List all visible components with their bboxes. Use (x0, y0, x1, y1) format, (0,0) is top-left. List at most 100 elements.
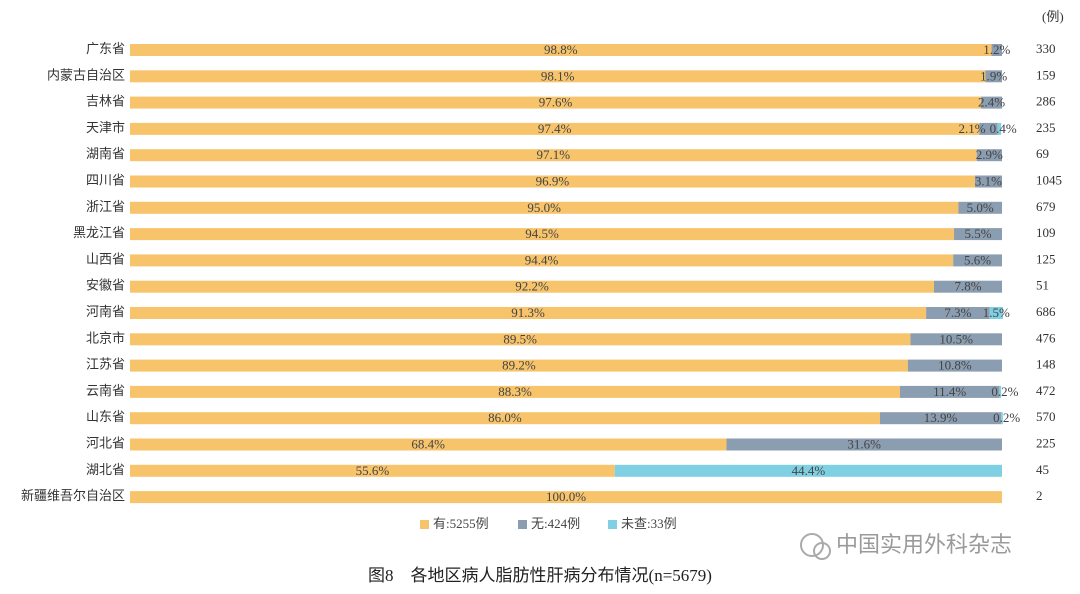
total-label: 286 (1036, 94, 1056, 109)
legend-label: 有:5255例 (433, 516, 489, 531)
value-label: 0.2% (993, 410, 1020, 425)
total-label: 235 (1036, 120, 1056, 135)
value-label: 95.0% (527, 200, 561, 215)
watermark: 中国实用外科杂志 (836, 533, 1012, 558)
bar-segment (130, 122, 980, 135)
bar-segment (989, 307, 1003, 319)
value-label: 100.0% (546, 489, 586, 504)
category-label: 北京市 (86, 330, 125, 345)
total-label: 109 (1036, 225, 1056, 240)
category-label: 四川省 (86, 172, 125, 187)
total-label: 159 (1036, 67, 1056, 82)
bar-segment (879, 412, 1002, 425)
value-label: 2.4% (978, 95, 1005, 110)
legend-swatch (420, 520, 429, 529)
category-label: 江苏省 (86, 357, 125, 372)
bar-segment (958, 201, 1002, 214)
value-label: 86.0% (488, 410, 522, 425)
category-label: 浙江省 (86, 199, 125, 214)
bar-segment (991, 44, 1002, 56)
category-label: 山东省 (86, 409, 125, 424)
bar-segment (976, 149, 1002, 162)
value-label: 88.3% (498, 384, 532, 399)
value-label: 91.3% (511, 305, 545, 320)
bar-segment (999, 385, 1002, 398)
value-label: 44.4% (792, 463, 826, 478)
bar-segment (130, 412, 880, 425)
value-label: 13.9% (924, 410, 958, 425)
bar-segment (130, 228, 955, 241)
value-label: 98.1% (541, 68, 575, 83)
bar-segment (953, 254, 1002, 267)
value-label: 55.6% (356, 463, 390, 478)
value-label: 11.4% (933, 384, 966, 399)
unit-label: (例) (1042, 9, 1064, 24)
category-label: 天津市 (86, 120, 125, 135)
bar-segment (130, 438, 727, 451)
value-label: 96.9% (536, 173, 570, 188)
total-label: 679 (1036, 199, 1056, 214)
value-label: 68.4% (411, 436, 445, 451)
value-label: 2.1% (959, 121, 986, 136)
bar-segment (130, 307, 927, 319)
value-label: 92.2% (515, 279, 549, 294)
bar-segment (974, 175, 1002, 188)
category-label: 云南省 (86, 383, 125, 398)
bar-segment (979, 122, 998, 135)
total-label: 1045 (1036, 172, 1062, 187)
value-label: 5.5% (964, 226, 991, 241)
total-label: 148 (1036, 357, 1056, 372)
bar-segment (926, 307, 990, 319)
bar-segment (130, 70, 986, 83)
value-label: 3.1% (975, 173, 1002, 188)
value-label: 2.9% (976, 147, 1003, 162)
total-label: 686 (1036, 304, 1056, 319)
value-label: 5.6% (964, 252, 991, 267)
bar-segment (130, 280, 934, 293)
bar-segment (899, 385, 1000, 398)
total-label: 472 (1036, 383, 1056, 398)
bar-segment (907, 359, 1002, 372)
category-label: 河北省 (86, 435, 125, 450)
bar-segment (954, 228, 1002, 241)
value-label: 94.4% (525, 252, 559, 267)
bar-segment (130, 333, 911, 346)
value-label: 97.4% (538, 121, 572, 136)
bar-segment (130, 175, 975, 188)
bar-segment (130, 491, 1002, 504)
bar-segment (130, 464, 615, 477)
category-label: 黑龙江省 (73, 225, 125, 240)
caption: 图8 各地区病人脂肪性肝病分布情况(n=5679) (368, 566, 712, 585)
bar-segment (130, 201, 959, 214)
total-label: 125 (1036, 251, 1056, 266)
bar-segment (985, 70, 1002, 83)
value-label: 7.3% (944, 305, 971, 320)
bar-segment (981, 96, 1002, 109)
watermark-icon (800, 533, 831, 560)
category-label: 山西省 (86, 251, 125, 266)
category-label: 湖南省 (86, 146, 125, 161)
category-label: 内蒙古自治区 (47, 67, 125, 82)
bar-segment (997, 122, 1002, 135)
bar-segment (130, 149, 977, 162)
bar-segment (910, 333, 1002, 346)
category-label: 广东省 (86, 41, 125, 56)
total-label: 45 (1036, 462, 1049, 477)
value-label: 1.9% (980, 68, 1007, 83)
bar-segment (614, 464, 1002, 477)
bar-segment (1001, 412, 1003, 425)
value-label: 1.5% (983, 305, 1010, 320)
value-label: 5.0% (967, 200, 994, 215)
bar-segment (726, 438, 1002, 451)
bar-segment (130, 385, 900, 398)
value-label: 89.5% (503, 331, 537, 346)
value-label: 0.2% (991, 384, 1018, 399)
legend-swatch (518, 520, 527, 529)
total-label: 476 (1036, 330, 1056, 345)
value-label: 94.5% (525, 226, 559, 241)
bar-segment (130, 254, 954, 267)
total-label: 69 (1036, 146, 1049, 161)
value-label: 89.2% (502, 358, 536, 373)
category-label: 河南省 (86, 304, 125, 319)
